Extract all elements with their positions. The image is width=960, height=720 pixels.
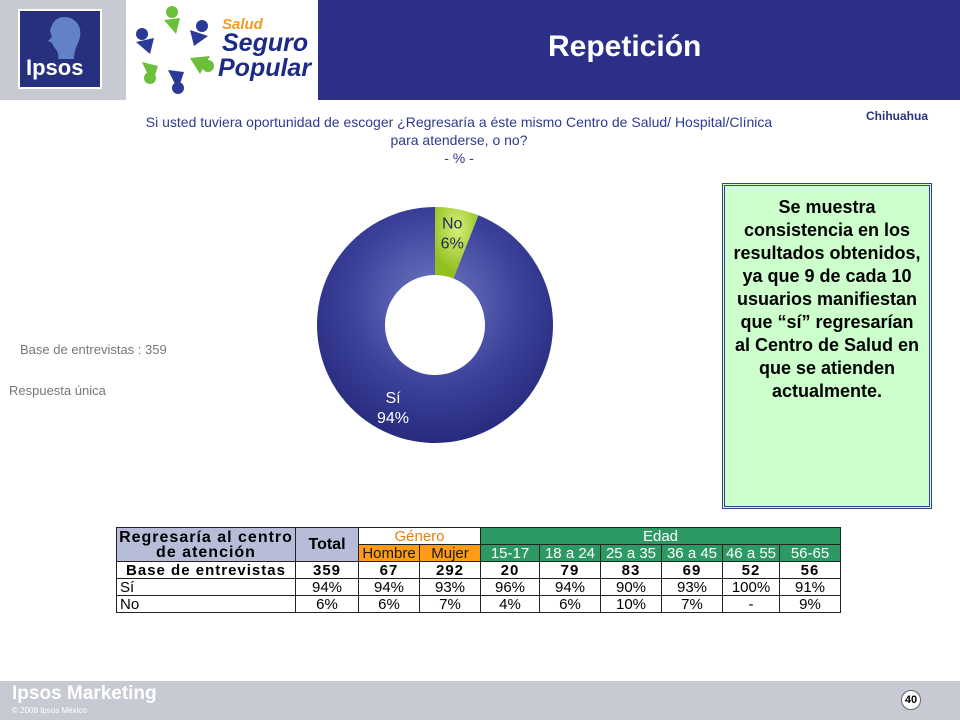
table-cell: 96%: [480, 578, 540, 596]
table-cell: 7%: [661, 595, 723, 613]
slice-category-label: No: [442, 216, 463, 233]
footer-brand: Ipsos Marketing: [12, 683, 157, 704]
page-title: Repetición: [548, 30, 702, 63]
table-cell: 52: [722, 561, 780, 579]
table-cell: 91%: [779, 578, 841, 596]
table-cell: 292: [419, 561, 481, 579]
results-table: Regresaría al centro de atención Total G…: [116, 527, 841, 613]
table-cell: 100%: [722, 578, 780, 596]
ipsos-logo: Ipsos: [18, 9, 102, 89]
face-profile-icon: [48, 17, 81, 59]
slice-value-label: 94%: [377, 410, 409, 427]
table-cell: 6%: [539, 595, 601, 613]
table-cell: 94%: [539, 578, 601, 596]
table-cell: 69: [661, 561, 723, 579]
table-row: Base de entrevistas 359 67 292 20 79 83 …: [116, 561, 841, 579]
slice-value-label: 6%: [441, 236, 464, 253]
survey-question: Si usted tuviera oportunidad de escoger …: [92, 113, 826, 167]
row-label: No: [116, 595, 296, 613]
insight-callout: Se muestra consistencia en los resultado…: [722, 183, 932, 509]
people-circle-icon: [136, 6, 214, 94]
table-cell: 10%: [600, 595, 662, 613]
table-cell: 93%: [661, 578, 723, 596]
row-label: Base de entrevistas: [116, 561, 296, 579]
donut-chart: No 6% Sí 94%: [316, 207, 553, 443]
callout-text: Se muestra consistencia en los resultado…: [733, 197, 921, 401]
footer-bar: [0, 681, 960, 720]
subheader-hombre: Hombre: [358, 544, 420, 562]
table-cell: 83: [600, 561, 662, 579]
subheader-age-56-65: 56-65: [779, 544, 841, 562]
table-cell: 6%: [358, 595, 420, 613]
logo-seguro-text: Seguro: [222, 29, 309, 57]
table-cell: 7%: [419, 595, 481, 613]
table-cell: 56: [779, 561, 841, 579]
question-line-2: para atenderse, o no?: [390, 132, 528, 148]
region-label: Chihuahua: [866, 109, 928, 123]
logo-popular-text: Popular: [218, 54, 312, 82]
table-cell: 94%: [295, 578, 359, 596]
question-line-1: Si usted tuviera oportunidad de escoger …: [145, 114, 773, 130]
base-note: Base de entrevistas : 359: [20, 342, 167, 357]
table-row: No 6% 6% 7% 4% 6% 10% 7% - 9%: [116, 595, 841, 613]
slice-category-label: Sí: [385, 390, 401, 407]
table-cell: 20: [480, 561, 540, 579]
logo-salud-text: Salud: [222, 16, 263, 33]
table-cell: 67: [358, 561, 420, 579]
response-type-note: Respuesta única: [9, 383, 106, 398]
subheader-age-15-17: 15-17: [480, 544, 540, 562]
footer-copyright: © 2008 Ipsos México: [12, 706, 87, 715]
subheader-mujer: Mujer: [419, 544, 481, 562]
header-total: Total: [295, 527, 359, 562]
table-cell: 90%: [600, 578, 662, 596]
header-age: Edad: [480, 527, 841, 545]
table-row: Sí 94% 94% 93% 96% 94% 90% 93% 100% 91%: [116, 578, 841, 596]
table-cell: 359: [295, 561, 359, 579]
donut-slice-si: [316, 207, 553, 443]
table-cell: 9%: [779, 595, 841, 613]
header-question-line-1: Regresaría al centro: [119, 528, 293, 546]
subheader-age-36-45: 36 a 45: [661, 544, 723, 562]
table-cell: 93%: [419, 578, 481, 596]
header-question: Regresaría al centro de atención: [116, 527, 296, 562]
subheader-age-25-35: 25 a 35: [600, 544, 662, 562]
page-number: 40: [901, 690, 921, 710]
ipsos-logo-panel: Ipsos: [0, 0, 126, 100]
row-label: Sí: [116, 578, 296, 596]
table-cell: 6%: [295, 595, 359, 613]
header-gender: Género: [358, 527, 481, 545]
table-cell: 4%: [480, 595, 540, 613]
table-cell: 79: [539, 561, 601, 579]
donut-slice-no: [435, 207, 479, 279]
subheader-age-18-24: 18 a 24: [539, 544, 601, 562]
question-unit: - % -: [444, 150, 474, 166]
header-question-line-2: de atención: [156, 543, 256, 561]
ipsos-logo-text: Ipsos: [26, 55, 84, 80]
seguro-popular-logo: Salud Seguro Popular: [126, 0, 318, 100]
table-cell: 94%: [358, 578, 420, 596]
table-cell: -: [722, 595, 780, 613]
subheader-age-46-55: 46 a 55: [722, 544, 780, 562]
